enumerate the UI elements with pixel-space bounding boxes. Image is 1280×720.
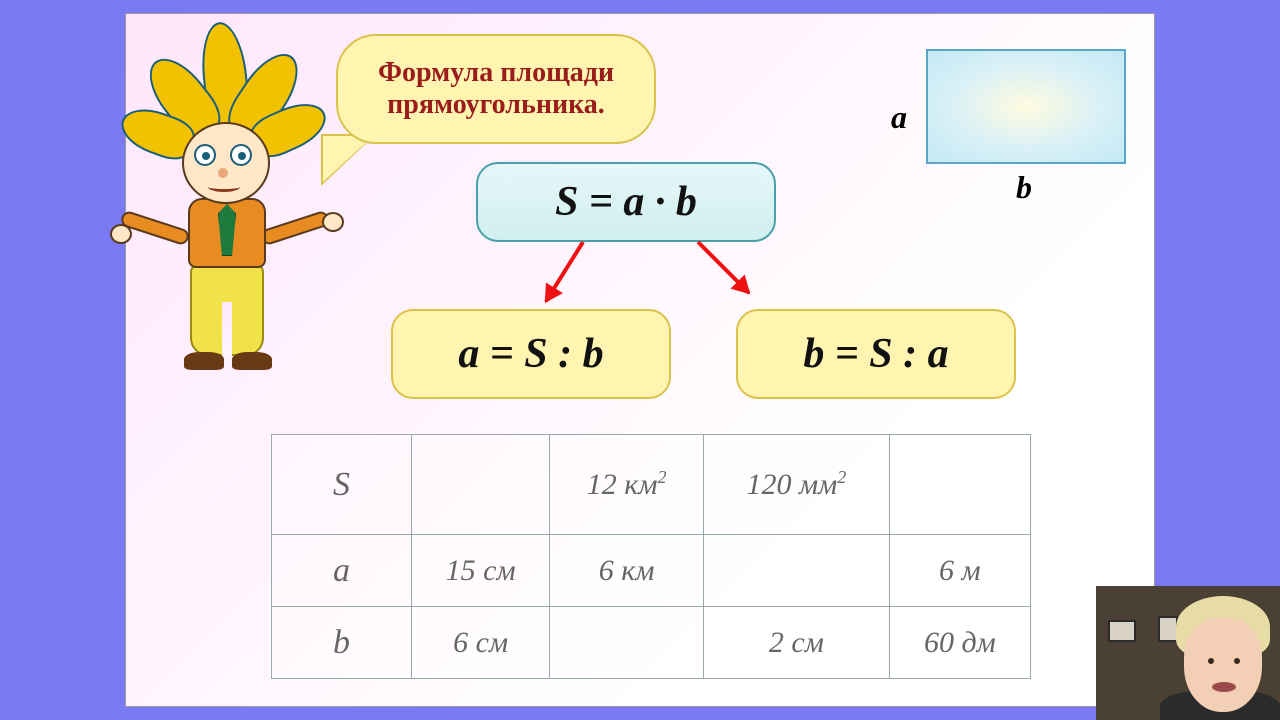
formula-b-text: b = S : a [803, 330, 948, 378]
rectangle-label-a: a [891, 99, 907, 136]
row-header-a: a [272, 535, 412, 607]
table-cell: 6 см [412, 607, 550, 679]
table-cell: 2 см [704, 607, 890, 679]
title-bubble: Формула площади прямоугольника. [336, 34, 656, 144]
table-row: b 6 см 2 см 60 дм [272, 607, 1031, 679]
formula-b: b = S : a [736, 309, 1016, 399]
table-cell [889, 435, 1030, 535]
table-cell: 12 км2 [550, 435, 704, 535]
table-cell: 6 км [550, 535, 704, 607]
table-row: a 15 см 6 км 6 м [272, 535, 1031, 607]
table-cell [550, 607, 704, 679]
formula-main-text: S = a · b [555, 178, 697, 226]
row-header-S: S [272, 435, 412, 535]
row-header-b: b [272, 607, 412, 679]
table-cell [412, 435, 550, 535]
title-text: Формула площади прямоугольника. [356, 57, 636, 121]
formula-a-text: a = S : b [458, 330, 603, 378]
rectangle-diagram [926, 49, 1126, 164]
formula-a: a = S : b [391, 309, 671, 399]
cartoon-character [118, 34, 368, 404]
slide: Формула площади прямоугольника. S = a · … [125, 13, 1155, 707]
table-cell: 15 см [412, 535, 550, 607]
rectangle-label-b: b [1016, 169, 1032, 206]
data-table: S 12 км2 120 мм2 a 15 см 6 км 6 м b 6 см… [271, 434, 1031, 679]
table-row: S 12 км2 120 мм2 [272, 435, 1031, 535]
presenter-webcam [1096, 586, 1280, 720]
table-cell: 6 м [889, 535, 1030, 607]
table-cell: 60 дм [889, 607, 1030, 679]
table-cell [704, 535, 890, 607]
arrow-to-b-icon [697, 241, 751, 295]
formula-main: S = a · b [476, 162, 776, 242]
table-cell: 120 мм2 [704, 435, 890, 535]
arrow-to-a-icon [544, 241, 584, 302]
